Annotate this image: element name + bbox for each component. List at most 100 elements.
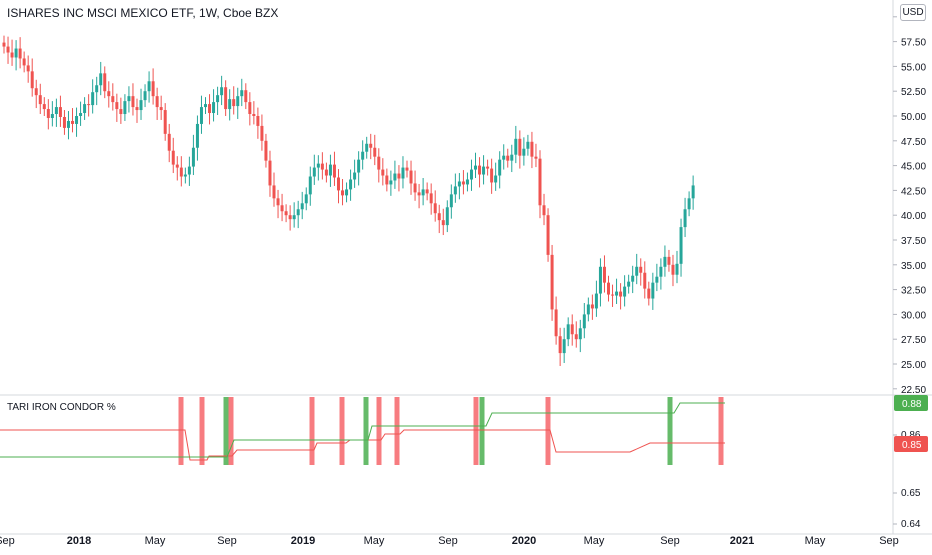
candle-body	[66, 120, 70, 128]
candle-body	[526, 141, 530, 149]
time-tick-label: 2020	[512, 535, 536, 547]
candle-body	[300, 203, 304, 210]
candle-body	[42, 104, 46, 110]
price-tick-label: 32.50	[901, 286, 926, 297]
time-tick-label: May	[364, 535, 385, 547]
candle-body	[50, 114, 54, 118]
signal-bar	[473, 397, 479, 465]
candle-body	[87, 104, 91, 106]
candle-body	[268, 160, 272, 186]
candle-body	[655, 276, 659, 283]
candle-body	[10, 52, 14, 58]
candle-body	[582, 314, 586, 329]
time-tick-label: 2018	[67, 535, 91, 547]
candle-body	[550, 254, 554, 310]
candle-body	[147, 81, 151, 92]
candle-body	[558, 336, 562, 354]
candle-body	[119, 109, 123, 115]
candle-body	[381, 169, 385, 176]
candle-body	[659, 266, 663, 277]
candle-body	[244, 90, 248, 103]
indicator-title: TARI IRON CONDOR %	[7, 402, 116, 413]
signal-bar	[178, 397, 184, 465]
candle-body	[611, 294, 615, 296]
candle-body	[280, 205, 284, 212]
candle-body	[99, 73, 103, 86]
candle-body	[490, 168, 494, 183]
candle-body	[498, 159, 502, 176]
candle-body	[71, 120, 75, 124]
candle-body	[195, 123, 199, 148]
time-tick-label: Sep	[438, 535, 458, 547]
candle-body	[449, 194, 453, 208]
candle-body	[546, 215, 550, 255]
candle-body	[111, 96, 115, 103]
price-tick-label: 40.00	[901, 211, 926, 222]
candle-body	[445, 207, 449, 226]
candle-body	[143, 91, 147, 101]
signal-bar	[228, 397, 234, 465]
chart-title: ISHARES INC MSCI MEXICO ETF, 1W, Cboe BZ…	[7, 6, 279, 20]
candle-body	[562, 339, 566, 354]
price-tick-label: 25.00	[901, 360, 926, 371]
signal-bar	[667, 397, 673, 465]
candle-body	[26, 65, 30, 72]
candle-body	[139, 100, 143, 111]
candle-body	[538, 158, 542, 206]
candle-body	[465, 179, 469, 185]
candle-body	[598, 266, 602, 294]
candle-body	[615, 291, 619, 296]
candle-body	[179, 167, 183, 177]
candle-body	[288, 215, 292, 220]
candle-body	[131, 96, 135, 108]
indicator-green-value-badge-text: 0.88	[902, 399, 922, 410]
candle-body	[478, 165, 482, 175]
candle-body	[175, 164, 179, 168]
candle-body	[115, 102, 119, 110]
candle-body	[224, 87, 228, 110]
candle-body	[2, 42, 6, 47]
candle-body	[590, 304, 594, 309]
time-tick-label: Sep	[0, 535, 15, 547]
price-tick-label: 42.50	[901, 186, 926, 197]
candle-body	[469, 169, 473, 180]
candle-body	[453, 186, 457, 195]
candle-body	[566, 324, 570, 340]
signal-bar	[363, 397, 369, 465]
indicator-green-value-badge	[894, 395, 928, 411]
candle-body	[441, 220, 445, 226]
candle-body	[623, 286, 627, 297]
candle-body	[510, 154, 514, 161]
signal-bar	[223, 397, 229, 465]
time-tick-label: May	[584, 535, 605, 547]
currency-button[interactable]: USD	[900, 4, 926, 21]
candle-body	[167, 133, 171, 151]
indicator-tick-label: 0.64	[901, 519, 921, 530]
candle-body	[457, 181, 461, 187]
signal-bar	[545, 397, 551, 465]
candle-body	[199, 107, 203, 124]
candle-body	[607, 282, 610, 295]
candle-body	[373, 147, 377, 157]
candle-body	[506, 155, 510, 161]
price-tick-label: 57.50	[901, 38, 926, 49]
time-tick-label: Sep	[660, 535, 680, 547]
candle-body	[79, 113, 83, 116]
price-tick-label: 27.50	[901, 335, 926, 346]
candle-body	[643, 272, 647, 289]
indicator-red-value-badge	[894, 436, 928, 452]
candle-body	[232, 99, 236, 107]
candle-body	[336, 177, 340, 191]
signal-bar	[479, 397, 485, 465]
candle-body	[602, 266, 606, 283]
candle-body	[405, 167, 409, 171]
candle-body	[151, 81, 155, 97]
candle-body	[679, 227, 683, 264]
time-tick-label: 2021	[730, 535, 754, 547]
candle-body	[437, 213, 441, 221]
candle-body	[171, 150, 175, 165]
signal-bar	[376, 397, 382, 465]
candle-body	[228, 99, 232, 110]
candle-body	[6, 46, 10, 53]
